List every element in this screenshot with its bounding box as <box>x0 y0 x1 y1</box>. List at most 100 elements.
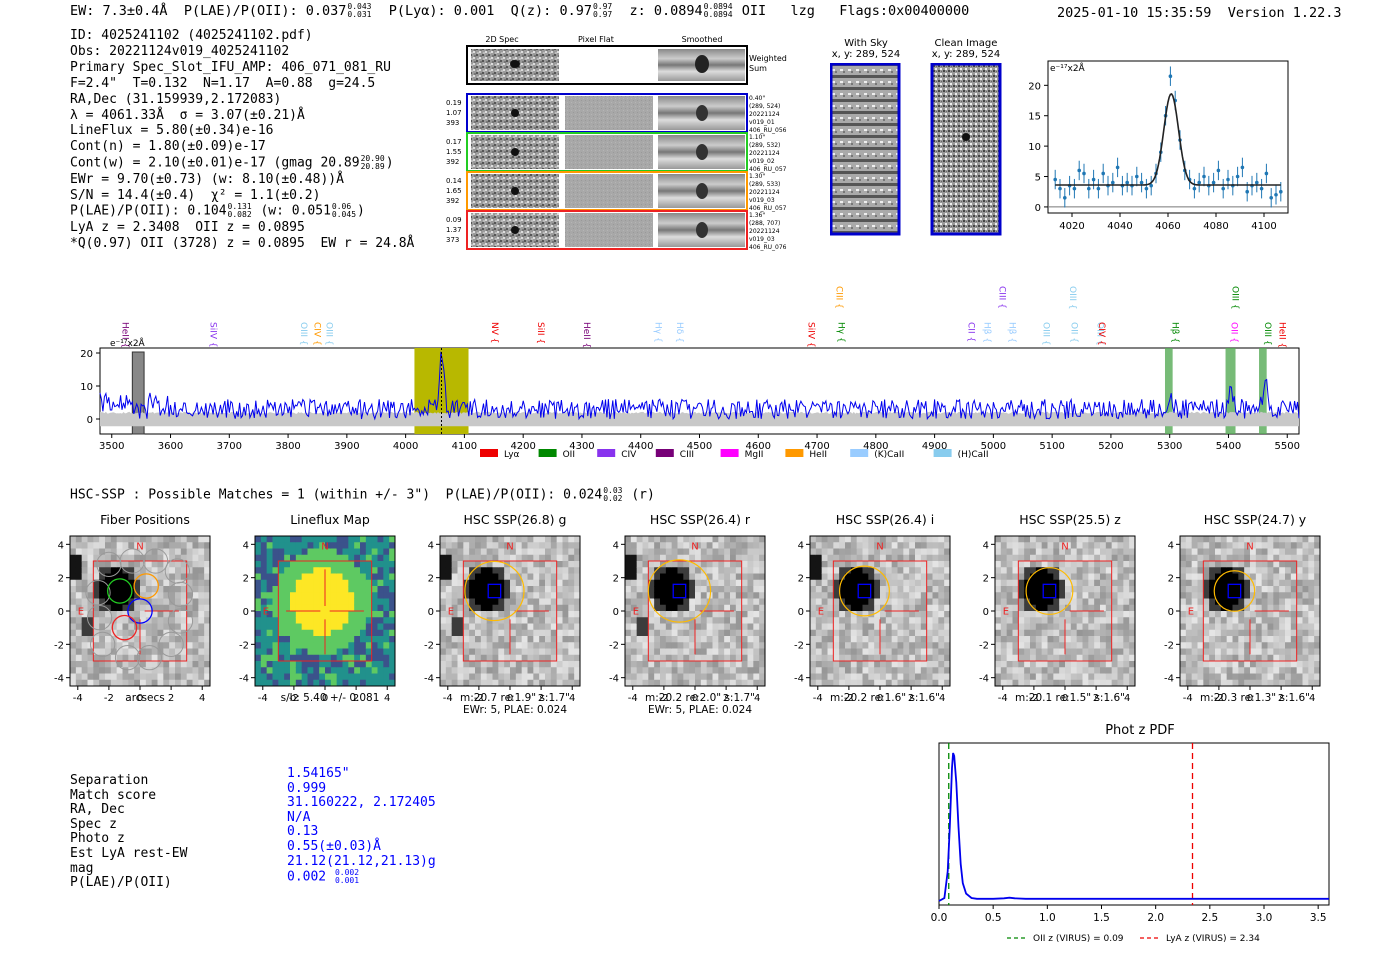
hsc-pixel <box>1065 648 1072 656</box>
hsc-pixel <box>1185 636 1193 643</box>
hsc-pixel <box>821 642 828 649</box>
hsc-pixel <box>724 567 731 574</box>
hsc-pixel <box>810 604 817 612</box>
hsc-pixel <box>134 673 141 681</box>
hsc-ytick-label: 0 <box>243 607 249 618</box>
hsc-pixel <box>510 679 517 687</box>
line-fit-point <box>1063 196 1067 200</box>
hsc-pixel <box>730 604 737 612</box>
hsc-pixel <box>440 623 447 631</box>
hsc-pixel <box>1076 623 1083 631</box>
lineflux-pixel <box>348 536 355 543</box>
lineflux-pixel <box>295 648 303 656</box>
hsc-pixel <box>550 592 558 599</box>
lineflux-pixel <box>371 542 378 549</box>
hsc-pixel <box>180 654 188 662</box>
hsc-pixel <box>845 542 852 549</box>
hsc-pixel <box>1082 579 1089 587</box>
hsc-pixel <box>868 554 875 562</box>
hsc-pixel <box>944 536 951 543</box>
hsc-pixel <box>821 654 828 662</box>
hsc-pixel <box>1180 623 1187 631</box>
lineflux-pixel <box>266 611 273 618</box>
hsc-pixel <box>1261 673 1268 681</box>
lineflux-pixel <box>348 604 355 612</box>
hsc-pixel <box>868 542 875 549</box>
hsc-pixel <box>753 573 760 581</box>
hsc-pixel <box>671 679 678 687</box>
lineflux-pixel <box>295 598 303 606</box>
lineflux-pixel <box>278 661 285 668</box>
hsc-pixel <box>944 579 951 587</box>
hsc-pixel <box>1197 567 1204 574</box>
lineflux-pixel <box>307 561 314 568</box>
hsc-pixel <box>180 554 188 562</box>
hsc-pixel <box>1279 567 1286 574</box>
hsc-ytick-label: -4 <box>794 674 804 685</box>
hsc-pixel <box>1220 548 1228 556</box>
hsc-pixel <box>539 617 546 624</box>
hsc-pixel <box>1290 586 1298 593</box>
fiber-circle <box>119 548 145 574</box>
lineflux-pixel <box>348 573 355 581</box>
hsc-pixel <box>944 654 951 662</box>
lineflux-pixel <box>377 617 384 624</box>
hsc-pixel <box>180 673 188 681</box>
lineflux-pixel <box>383 604 390 612</box>
hsc-pixel <box>1255 542 1263 549</box>
line-fit-point <box>1168 74 1173 78</box>
lineflux-pixel <box>336 561 343 568</box>
hsc-pixel <box>204 642 211 649</box>
hsc-pixel <box>93 548 100 556</box>
hsc-pixel <box>469 604 476 612</box>
hsc-pixel <box>169 642 176 649</box>
spectrum-ytick-label: 10 <box>80 382 93 393</box>
hsc-pixel <box>1285 598 1292 606</box>
hsc-pixel <box>1117 673 1124 681</box>
hsc-pixel <box>1088 554 1095 562</box>
hsc-pixel <box>81 567 88 574</box>
spectrum-xtick-label: 4900 <box>922 441 947 452</box>
hsc-pixel <box>562 629 569 637</box>
lineflux-pixel <box>255 548 262 556</box>
match-value-text: 0.13 <box>287 824 319 840</box>
hsc-pixel <box>492 554 499 562</box>
hsc-pixel <box>897 598 904 606</box>
info-lambda: λ = 4061.33Å σ = 3.07(±0.21)Å <box>70 107 305 123</box>
lineflux-pixel <box>325 554 332 562</box>
hsc-pixel <box>1111 648 1118 656</box>
hsc-pixel <box>515 679 523 687</box>
info-plae-w-hi: 0.06 <box>331 202 352 212</box>
hsc-pixel <box>1047 661 1054 668</box>
lineflux-pixel <box>284 629 291 637</box>
hsc-pixel <box>730 579 737 587</box>
lineflux-pixel <box>266 617 273 624</box>
lineflux-pixel <box>342 642 349 649</box>
hsc-pixel <box>1261 617 1268 624</box>
hsc-pixel <box>1191 592 1198 599</box>
hsc-pixel <box>839 667 846 674</box>
lineflux-pixel <box>365 642 373 649</box>
hsc-pixel <box>504 604 511 612</box>
spectrum-green-band <box>1225 348 1236 434</box>
hsc-pixel <box>451 667 458 674</box>
hsc-pixel <box>1302 629 1309 637</box>
lineflux-pixel <box>255 636 262 643</box>
lineflux-pixel <box>365 604 373 612</box>
hsc-pixel <box>909 611 916 618</box>
hsc-pixel <box>747 623 754 631</box>
hsc-pixel <box>868 548 875 556</box>
hsc-pixel <box>1129 567 1136 574</box>
hsc-pixel <box>903 573 910 581</box>
hsc-pixel <box>874 617 881 624</box>
lineflux-pixel <box>284 611 291 618</box>
lineflux-pixel <box>266 592 273 599</box>
hsc-pixel <box>521 573 528 581</box>
hsc-pixel <box>1076 654 1083 662</box>
lineflux-pixel <box>371 598 378 606</box>
hsc-pixel <box>81 642 88 649</box>
lineflux-pixel <box>295 679 303 687</box>
hsc-xtick-label: -2 <box>659 693 669 704</box>
hsc-pixel <box>880 629 887 637</box>
lineflux-pixel <box>272 554 279 562</box>
